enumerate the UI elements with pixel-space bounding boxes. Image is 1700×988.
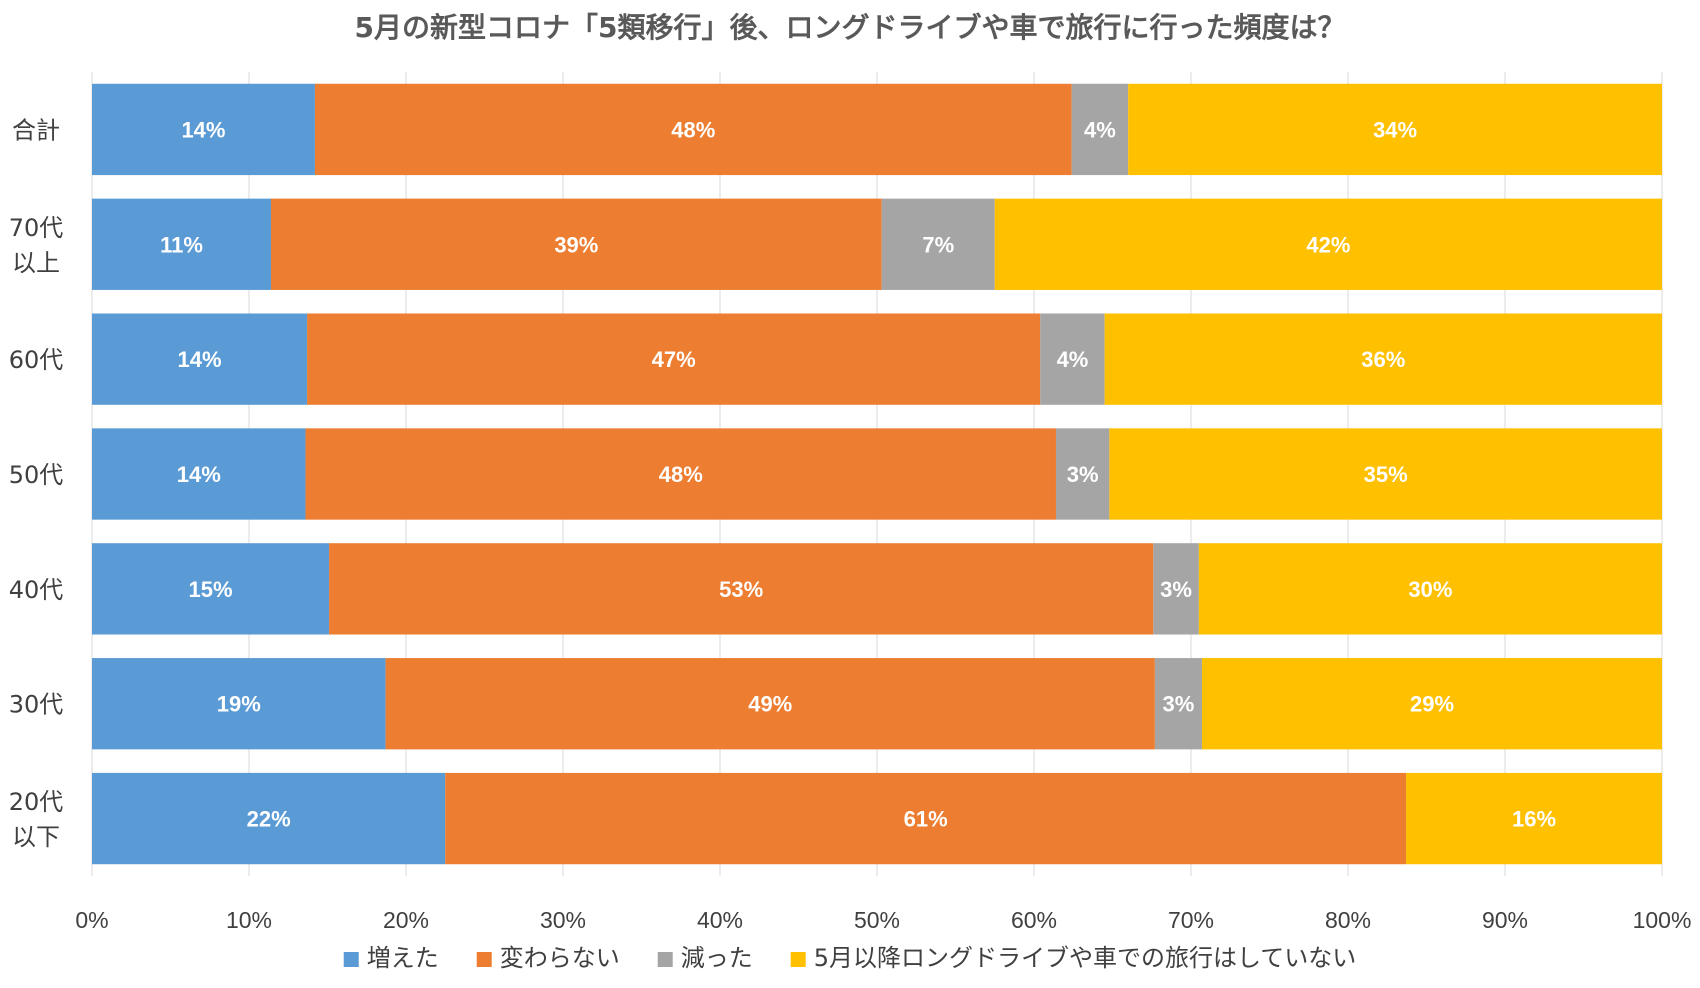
bar-segment <box>92 658 386 750</box>
category-label: 50代 <box>9 461 64 489</box>
data-label: 35% <box>1364 462 1408 487</box>
x-tick-label: 90% <box>1482 907 1528 933</box>
legend-label: 減った <box>681 944 753 972</box>
data-label: 61% <box>904 807 948 832</box>
x-tick-label: 40% <box>697 907 743 933</box>
category-label: 60代 <box>9 346 64 374</box>
data-label: 36% <box>1361 347 1405 372</box>
category-label: 70代以上 <box>9 214 64 277</box>
data-label: 4% <box>1057 347 1089 372</box>
category-label: 30代 <box>9 691 64 719</box>
x-tick-label: 70% <box>1168 907 1214 933</box>
bar-segment <box>1154 658 1202 750</box>
bar-segment <box>305 428 1056 520</box>
data-label: 48% <box>659 462 703 487</box>
x-tick-label: 50% <box>854 907 900 933</box>
bar-segment <box>1104 313 1662 405</box>
bar-segment <box>385 658 1155 750</box>
data-label: 39% <box>554 232 598 257</box>
legend-swatch <box>476 952 492 967</box>
legend-label: 変わらない <box>500 944 620 972</box>
bars: 14% 48% 4% 34% 11% 39% 7% 42% 14% 47% 4% 36% 14% 48% 3… <box>92 83 1662 865</box>
bar-segment <box>1109 428 1662 520</box>
x-tick-label: 20% <box>383 907 429 933</box>
bar-segment <box>307 313 1041 405</box>
bar-segment <box>1198 543 1662 635</box>
bar-segment <box>994 198 1662 290</box>
x-tick-label: 0% <box>75 907 108 933</box>
bar-segment <box>329 543 1154 635</box>
category-labels: 合計 70代以上 60代 50代 40代 30代 20代以下 <box>9 116 64 851</box>
bar-segment <box>270 198 882 290</box>
x-tick-label: 10% <box>226 907 272 933</box>
bar-segment <box>314 83 1072 176</box>
bar-segment <box>1071 83 1129 176</box>
bar-segment <box>1055 428 1110 520</box>
bar-segment <box>92 772 446 865</box>
data-label: 3% <box>1163 692 1195 717</box>
data-label: 22% <box>247 807 291 832</box>
data-label: 16% <box>1512 807 1556 832</box>
legend-swatch <box>657 952 673 967</box>
category-label: 20代以下 <box>9 788 64 851</box>
data-label: 49% <box>748 692 792 717</box>
data-label: 4% <box>1084 117 1116 142</box>
bar-segment <box>881 198 995 290</box>
data-label: 14% <box>177 462 221 487</box>
bar-segment <box>445 772 1407 865</box>
bar-segment <box>92 313 308 405</box>
data-label: 47% <box>652 347 696 372</box>
x-tick-label: 100% <box>1633 907 1692 933</box>
bar-segment <box>92 543 330 635</box>
legend: 増えた 変わらない 減った 5月以降ロングドライブや車での旅行はしていない <box>343 944 1357 972</box>
legend-label: 増えた <box>367 944 439 972</box>
x-axis-ticks: 0% 10% 20% 30% 40% 50% 60% 70% 80% 90% 100% <box>75 907 1691 933</box>
data-label: 3% <box>1160 577 1192 602</box>
data-label: 48% <box>671 117 715 142</box>
data-label: 3% <box>1067 462 1099 487</box>
data-label: 19% <box>217 692 261 717</box>
bar-segment <box>1128 83 1662 176</box>
data-label: 42% <box>1306 232 1350 257</box>
bar-segment <box>1040 313 1105 405</box>
data-label: 34% <box>1373 117 1417 142</box>
data-label: 15% <box>189 577 233 602</box>
category-label: 合計 <box>12 116 60 144</box>
data-label: 14% <box>181 117 225 142</box>
data-label: 29% <box>1410 692 1454 717</box>
data-label: 14% <box>178 347 222 372</box>
bar-segment <box>92 428 306 520</box>
bar-segment <box>1153 543 1199 635</box>
x-tick-label: 80% <box>1325 907 1371 933</box>
legend-label: 5月以降ロングドライブや車での旅行はしていない <box>814 944 1357 972</box>
chart-title: 5月の新型コロナ「5類移行」後、ロングドライブや車で旅行に行った頻度は？ <box>355 11 1346 44</box>
legend-swatch <box>790 952 806 967</box>
bar-segment <box>92 198 271 290</box>
data-label: 7% <box>922 232 954 257</box>
data-label: 11% <box>160 232 203 257</box>
x-tick-label: 30% <box>540 907 586 933</box>
data-label: 53% <box>719 577 763 602</box>
bar-segment <box>92 83 315 176</box>
data-label: 30% <box>1408 577 1452 602</box>
x-tick-label: 60% <box>1011 907 1057 933</box>
bar-segment <box>1201 658 1662 750</box>
category-label: 40代 <box>9 576 64 604</box>
legend-swatch <box>343 952 359 967</box>
bar-segment <box>1406 772 1662 865</box>
